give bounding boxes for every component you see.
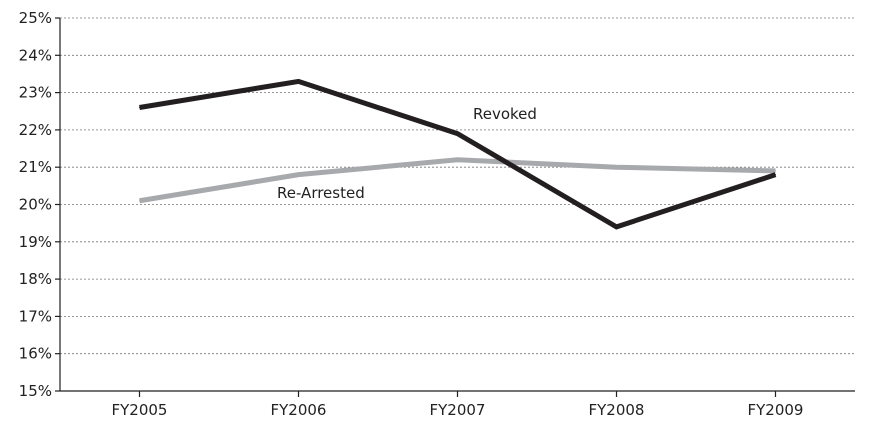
data-point-revoked bbox=[139, 107, 140, 109]
y-tick-label: 17% bbox=[19, 307, 52, 325]
y-tick-label: 24% bbox=[19, 46, 52, 64]
y-tick-label: 15% bbox=[19, 382, 52, 400]
gridlines bbox=[60, 17, 855, 355]
x-tick-label: FY2009 bbox=[748, 401, 804, 419]
data-point-revoked bbox=[298, 80, 299, 82]
series-line-re-arrested bbox=[139, 157, 776, 204]
x-axis-ticks: FY2005 FY2006 FY2007 FY2008 FY2009 bbox=[112, 391, 804, 419]
series-label-re-arrested: Re-Arrested bbox=[277, 184, 365, 202]
data-point-revoked bbox=[775, 174, 776, 176]
y-axis-ticks: 15% 16% 17% 18% 19% 20% 21% 22% 23% 24% 25% bbox=[19, 9, 60, 400]
series-lines bbox=[139, 78, 777, 230]
data-point-revoked bbox=[457, 133, 458, 135]
data-point-revoked bbox=[616, 226, 617, 228]
y-tick-label: 16% bbox=[19, 345, 52, 363]
series-label-revoked: Revoked bbox=[473, 105, 537, 123]
y-tick-label: 19% bbox=[19, 233, 52, 251]
data-point-re-arrested bbox=[616, 166, 617, 168]
data-point-re-arrested bbox=[139, 200, 140, 202]
data-point-re-arrested bbox=[775, 170, 776, 172]
x-tick-label: FY2005 bbox=[112, 401, 168, 419]
series-line-revoked bbox=[139, 78, 777, 230]
y-tick-label: 25% bbox=[19, 9, 52, 27]
x-tick-label: FY2007 bbox=[430, 401, 486, 419]
data-point-re-arrested bbox=[457, 159, 458, 161]
data-point-re-arrested bbox=[298, 174, 299, 176]
y-tick-label: 20% bbox=[19, 196, 52, 214]
y-tick-label: 22% bbox=[19, 121, 52, 139]
x-tick-label: FY2008 bbox=[589, 401, 645, 419]
y-tick-label: 21% bbox=[19, 158, 52, 176]
x-tick-label: FY2006 bbox=[271, 401, 327, 419]
y-tick-label: 18% bbox=[19, 270, 52, 288]
y-tick-label: 23% bbox=[19, 84, 52, 102]
